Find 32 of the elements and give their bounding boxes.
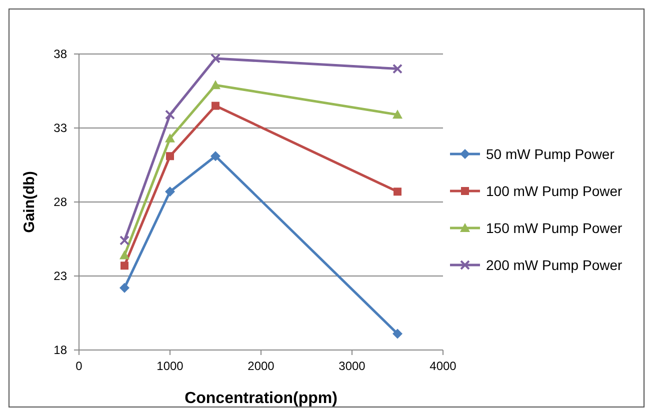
point — [212, 102, 220, 110]
y-tick-label: 23 — [54, 269, 68, 284]
point — [165, 186, 175, 197]
y-tick-label: 28 — [54, 195, 68, 210]
point — [120, 262, 128, 270]
x-tick-label: 3000 — [338, 359, 366, 373]
point — [120, 250, 130, 260]
x-tick-label: 2000 — [248, 359, 275, 373]
point — [210, 151, 220, 162]
legend-label: 100 mW Pump Power — [486, 182, 622, 199]
y-tick-label: 33 — [54, 121, 68, 136]
point — [165, 110, 175, 120]
point — [120, 282, 130, 293]
point — [394, 188, 402, 196]
x-tick-label: 0 — [76, 359, 83, 373]
x-tick-label: 1000 — [156, 359, 184, 373]
point — [210, 53, 220, 64]
y-tick-label: 18 — [54, 343, 68, 358]
point — [165, 133, 175, 142]
point — [210, 80, 220, 90]
point — [166, 152, 174, 160]
point — [392, 110, 402, 119]
y-tick-label: 38 — [54, 47, 68, 62]
point — [120, 235, 130, 246]
x-axis-title: Concentration(ppm) — [184, 390, 338, 407]
legend-label: 50 mW Pump Power — [486, 146, 615, 162]
y-axis-title: Gain(db) — [21, 171, 38, 233]
point — [392, 328, 402, 339]
legend-label: 150 mW Pump Power — [486, 220, 622, 236]
legend-label: 200 mW Pump Power — [486, 256, 622, 273]
point — [392, 64, 402, 74]
x-tick-label: 4000 — [430, 359, 457, 373]
